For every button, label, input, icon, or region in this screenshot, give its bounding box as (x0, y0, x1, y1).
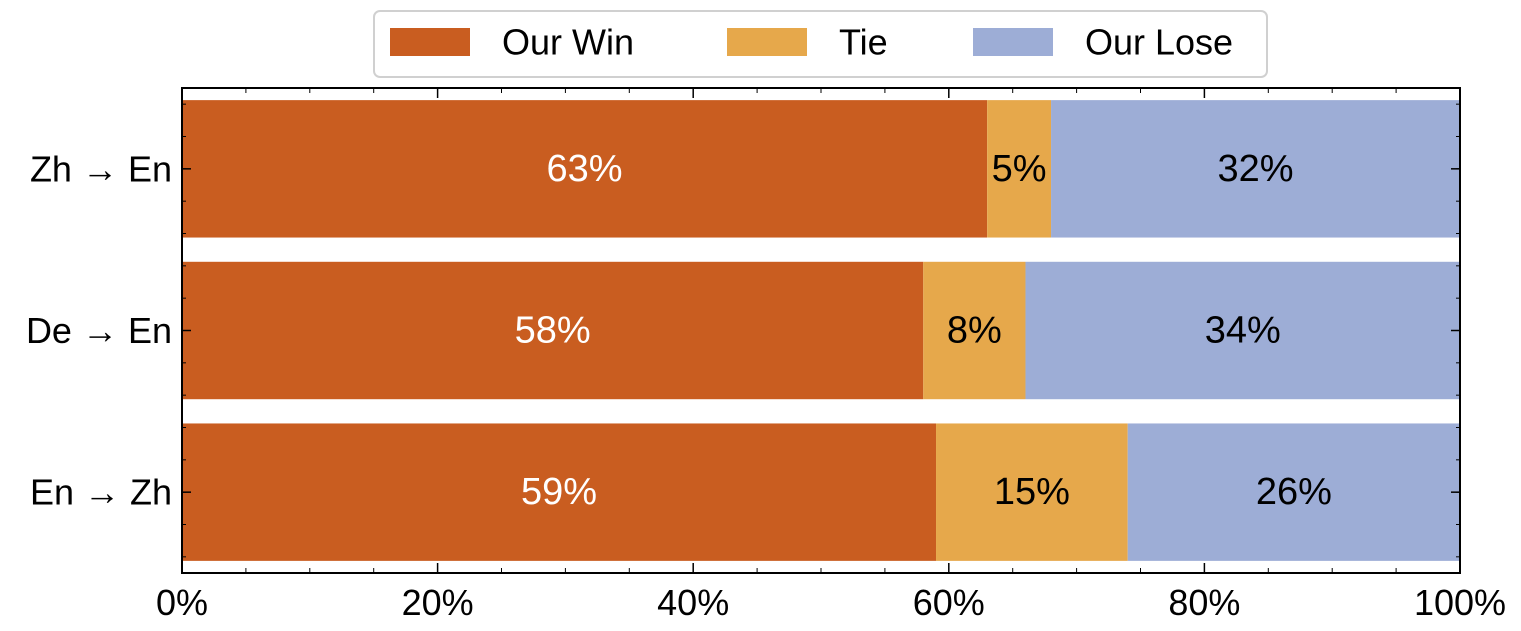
y-category-label: Zh → En (30, 148, 172, 189)
bar-segment-tie-0 (987, 100, 1052, 238)
x-tick-labels: 0% 20% 40% 60% 80% 100% (156, 582, 1506, 623)
y-category-label: De → En (26, 310, 172, 351)
axis-ticks (181, 88, 1461, 573)
bars (182, 100, 1460, 561)
bar-segment-our-lose-1 (1025, 261, 1460, 400)
legend-box (373, 10, 1268, 78)
bar-segment-tie-1 (923, 261, 1026, 400)
legend-label: Our Lose (1085, 22, 1233, 63)
x-tick-label: 0% (156, 582, 208, 623)
bar-value-label: 63% (547, 148, 623, 190)
bar-value-label: 15% (994, 471, 1070, 513)
legend-swatch-our-win (390, 28, 470, 56)
bar-value-label: 32% (1217, 148, 1293, 190)
bar-value-label: 59% (521, 471, 597, 513)
legend-swatch-our-lose (973, 28, 1053, 56)
legend-label: Our Win (502, 22, 634, 63)
bar-value-label: 26% (1256, 471, 1332, 513)
x-tick-label: 20% (402, 582, 474, 623)
bar-value-label: 8% (947, 310, 1002, 352)
y-category-label: En → Zh (30, 472, 172, 513)
legend: Our Win Tie Our Lose (373, 10, 1268, 78)
x-tick-label: 80% (1168, 582, 1240, 623)
bar-segment-our-lose-2 (1127, 423, 1460, 561)
bar-labels: 63% 5% 32% 58% 8% 34% 59% 15% 26% (515, 148, 1332, 513)
bar-value-label: 58% (515, 310, 591, 352)
bar-segment-our-win-2 (182, 423, 937, 561)
bar-segment-our-lose-0 (1051, 100, 1460, 238)
x-tick-label: 100% (1414, 582, 1506, 623)
bar-segment-tie-2 (936, 423, 1128, 561)
bar-value-label: 5% (992, 148, 1047, 190)
bar-value-label: 34% (1205, 310, 1281, 352)
legend-swatch-tie (727, 28, 807, 56)
y-category-labels: Zh → En De → En En → Zh (26, 148, 172, 512)
x-tick-label: 40% (657, 582, 729, 623)
x-tick-label: 60% (913, 582, 985, 623)
bar-segment-our-win-0 (182, 100, 988, 238)
bar-segment-our-win-1 (182, 261, 924, 400)
legend-label: Tie (839, 22, 888, 63)
